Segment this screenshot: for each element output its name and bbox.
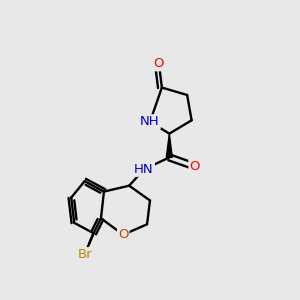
Polygon shape (166, 134, 172, 158)
Text: O: O (118, 228, 128, 241)
Text: HN: HN (134, 163, 154, 176)
Text: NH: NH (140, 115, 160, 128)
Text: O: O (189, 160, 200, 173)
Text: Br: Br (77, 248, 92, 261)
Text: O: O (154, 57, 164, 70)
